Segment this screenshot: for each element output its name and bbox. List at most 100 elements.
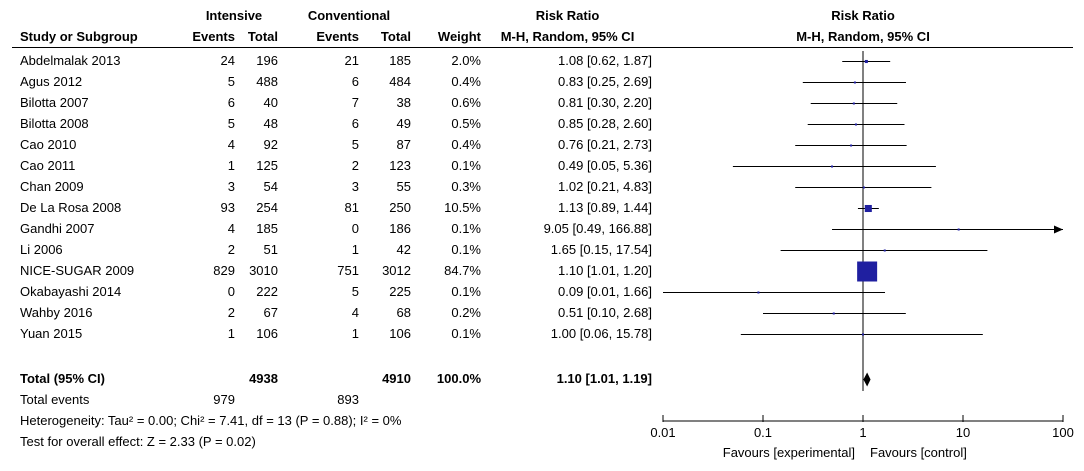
- study-name: Li 2006: [20, 242, 63, 257]
- study-name: Cao 2010: [20, 137, 77, 152]
- total-conventional: 225: [389, 284, 411, 299]
- total-events-label: Total events: [20, 392, 90, 407]
- study-name: Agus 2012: [20, 74, 83, 89]
- header-study: Study or Subgroup: [20, 29, 138, 44]
- total-intensive: 54: [263, 179, 278, 194]
- total-intensive: 185: [256, 221, 278, 236]
- study-name: Yuan 2015: [20, 326, 83, 341]
- header-method-table: M-H, Random, 95% CI: [500, 29, 635, 44]
- header-risk-ratio-plot: Risk Ratio: [831, 8, 895, 23]
- total-conventional: 55: [396, 179, 411, 194]
- x-tick-label: 1: [859, 425, 866, 440]
- total-conventional: 87: [396, 137, 411, 152]
- events-intensive: 829: [213, 263, 235, 278]
- total-conventional: 3012: [382, 263, 411, 278]
- risk-ratio-ci: 0.49 [0.05, 5.36]: [558, 158, 652, 173]
- x-tick-label: 0.01: [650, 425, 675, 440]
- total-n-intensive: 4938: [249, 371, 278, 386]
- total-intensive: 92: [263, 137, 278, 152]
- total-events-intensive: 979: [213, 392, 235, 407]
- header-rule: [12, 47, 1073, 48]
- events-conventional: 5: [351, 137, 359, 152]
- events-conventional: 7: [351, 95, 359, 110]
- risk-ratio-ci: 0.83 [0.25, 2.69]: [558, 74, 652, 89]
- risk-ratio-ci: 1.08 [0.62, 1.87]: [558, 53, 652, 68]
- study-name: Okabayashi 2014: [20, 284, 122, 299]
- favours-experimental-label: Favours [experimental]: [722, 445, 855, 460]
- weight-value: 0.6%: [451, 95, 481, 110]
- point-estimate-marker: [857, 261, 878, 282]
- events-conventional: 3: [351, 179, 359, 194]
- point-estimate-marker: [862, 333, 864, 336]
- x-tick-label: 0.1: [754, 425, 772, 440]
- events-conventional: 1: [351, 242, 359, 257]
- events-conventional: 6: [351, 74, 359, 89]
- events-conventional: 2: [351, 158, 359, 173]
- events-conventional: 751: [337, 263, 359, 278]
- pooled-diamond: [863, 372, 871, 387]
- total-intensive: 254: [256, 200, 278, 215]
- point-estimate-marker: [883, 249, 886, 252]
- header-weight: Weight: [437, 29, 481, 44]
- total-intensive: 67: [263, 305, 278, 320]
- study-name: Chan 2009: [20, 179, 84, 194]
- total-conventional: 38: [396, 95, 411, 110]
- ci-arrow-right: [1054, 225, 1063, 234]
- x-tick-label: 100: [1052, 425, 1074, 440]
- weight-value: 0.1%: [451, 284, 481, 299]
- weight-value: 0.5%: [451, 116, 481, 131]
- weight-value: 0.1%: [451, 242, 481, 257]
- point-estimate-marker: [832, 312, 835, 315]
- total-intensive: 488: [256, 74, 278, 89]
- total-intensive: 222: [256, 284, 278, 299]
- total-conventional: 185: [389, 53, 411, 68]
- weight-value: 0.2%: [451, 305, 481, 320]
- study-name: De La Rosa 2008: [20, 200, 122, 215]
- total-conventional: 484: [389, 74, 411, 89]
- header-events-2: Events: [316, 29, 359, 44]
- total-conventional: 123: [389, 158, 411, 173]
- x-tick-label: 10: [956, 425, 970, 440]
- events-conventional: 1: [351, 326, 359, 341]
- weight-value: 2.0%: [451, 53, 481, 68]
- events-intensive: 2: [227, 305, 235, 320]
- weight-value: 0.4%: [451, 74, 481, 89]
- weight-value: 10.5%: [444, 200, 481, 215]
- weight-value: 84.7%: [444, 263, 481, 278]
- weight-value: 0.1%: [451, 158, 481, 173]
- overall-effect-text: Test for overall effect: Z = 2.33 (P = 0…: [20, 434, 256, 449]
- events-conventional: 21: [344, 53, 359, 68]
- study-name: Gandhi 2007: [20, 221, 95, 236]
- events-intensive: 1: [227, 158, 235, 173]
- weight-value: 0.4%: [451, 137, 481, 152]
- events-conventional: 6: [351, 116, 359, 131]
- total-intensive: 125: [256, 158, 278, 173]
- point-estimate-marker: [853, 81, 856, 84]
- point-estimate-marker: [757, 291, 760, 294]
- risk-ratio-ci: 1.65 [0.15, 17.54]: [550, 242, 652, 257]
- events-conventional: 81: [344, 200, 359, 215]
- header-group-intensive: Intensive: [205, 8, 263, 23]
- header-group-conventional: Conventional: [307, 8, 391, 23]
- total-label: Total (95% CI): [20, 371, 105, 386]
- weight-value: 0.1%: [451, 221, 481, 236]
- study-name: Abdelmalak 2013: [20, 53, 121, 68]
- risk-ratio-ci: 1.00 [0.06, 15.78]: [550, 326, 652, 341]
- point-estimate-marker: [957, 228, 960, 231]
- favours-control-label: Favours [control]: [870, 445, 967, 460]
- point-estimate-marker: [854, 123, 857, 126]
- header-method-plot: M-H, Random, 95% CI: [796, 29, 930, 44]
- total-conventional: 250: [389, 200, 411, 215]
- total-ci: 1.10 [1.01, 1.19]: [556, 371, 652, 386]
- header-total-2: Total: [380, 29, 411, 44]
- heterogeneity-text: Heterogeneity: Tau² = 0.00; Chi² = 7.41,…: [20, 413, 402, 428]
- events-conventional: 0: [351, 221, 359, 236]
- events-intensive: 5: [227, 74, 235, 89]
- total-intensive: 3010: [249, 263, 278, 278]
- events-intensive: 93: [220, 200, 235, 215]
- events-intensive: 5: [227, 116, 235, 131]
- total-conventional: 106: [389, 326, 411, 341]
- study-name: Bilotta 2008: [20, 116, 89, 131]
- events-conventional: 4: [351, 305, 359, 320]
